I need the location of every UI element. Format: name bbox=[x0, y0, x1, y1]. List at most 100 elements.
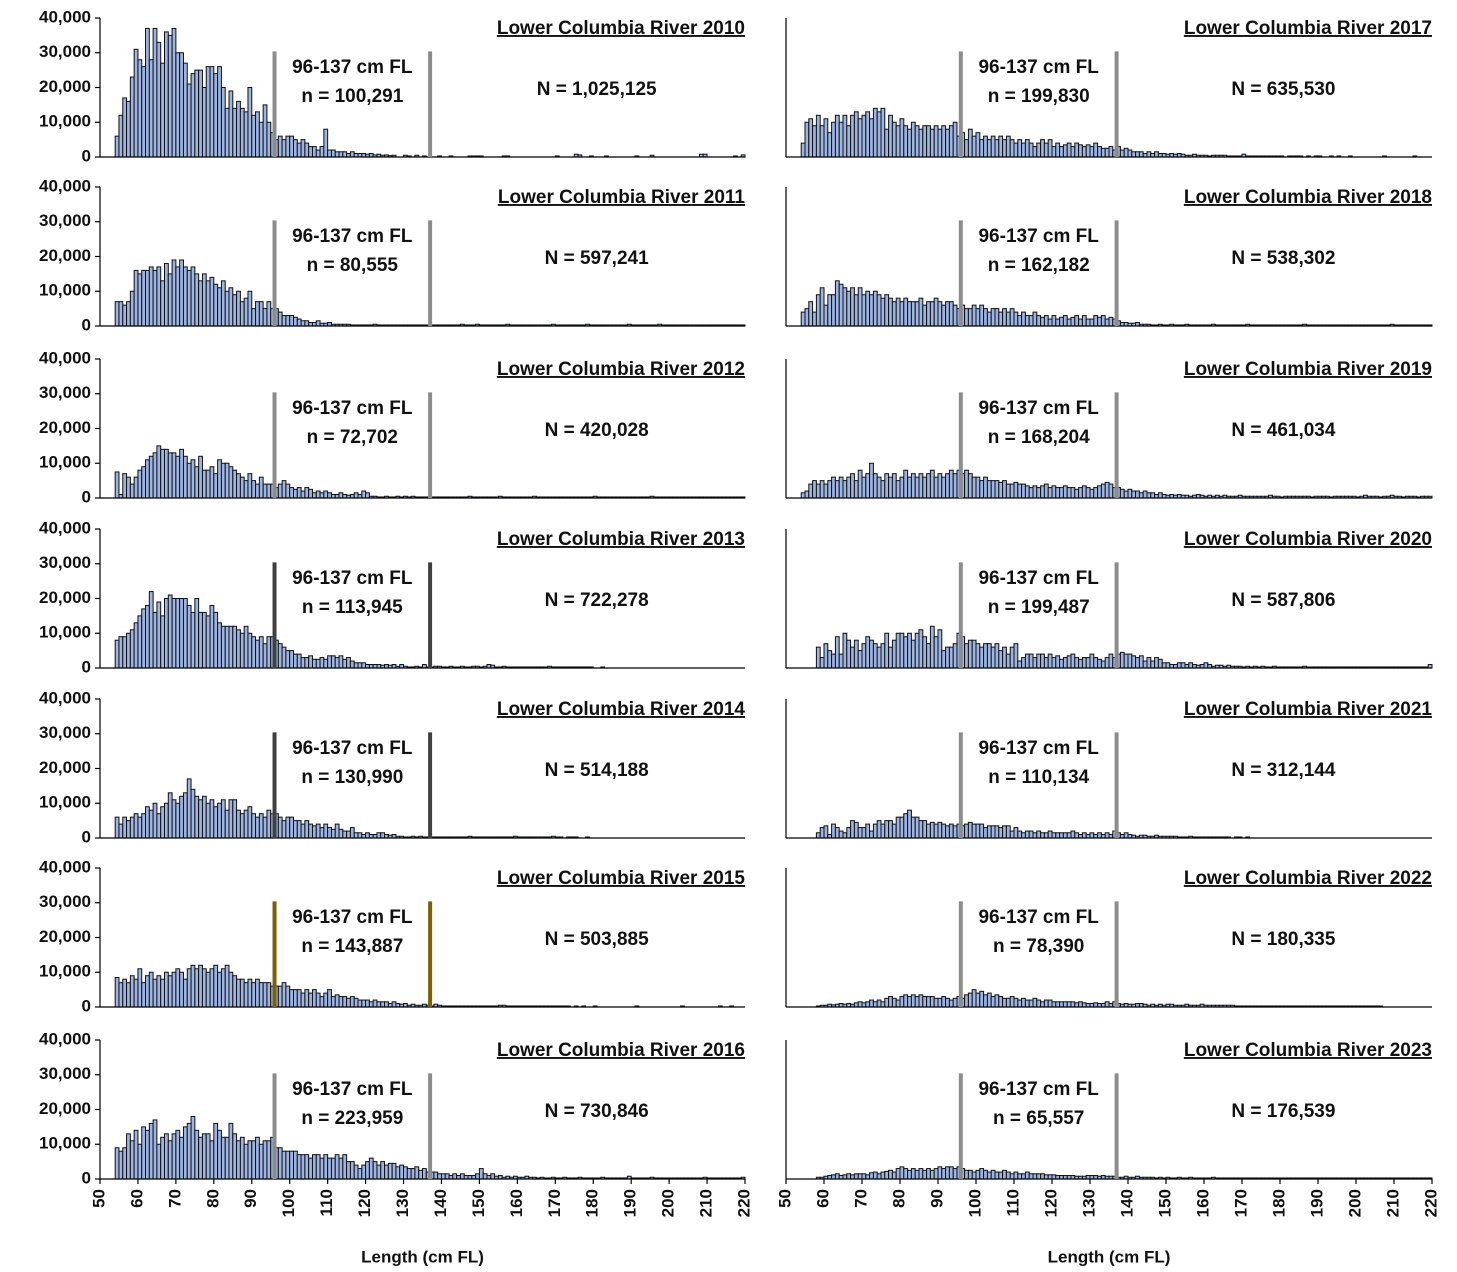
bar bbox=[167, 594, 173, 669]
bar bbox=[194, 466, 200, 499]
bar bbox=[133, 1129, 139, 1180]
bar bbox=[251, 480, 257, 499]
bar bbox=[907, 632, 912, 669]
panel-title: Lower Columbia River 2016 bbox=[497, 1040, 745, 1061]
bar bbox=[247, 87, 253, 158]
bar bbox=[380, 1001, 386, 1008]
bar bbox=[349, 1161, 355, 1180]
x-tick-label: 90 bbox=[241, 1189, 260, 1208]
bar bbox=[122, 304, 128, 327]
bar bbox=[251, 308, 257, 327]
bar bbox=[190, 1115, 196, 1180]
bar bbox=[918, 473, 924, 499]
bar bbox=[853, 1002, 859, 1008]
bar bbox=[266, 1140, 272, 1180]
bar bbox=[1005, 997, 1011, 1008]
bar bbox=[804, 490, 810, 499]
bar bbox=[1059, 146, 1064, 158]
bar bbox=[1040, 832, 1045, 839]
bar bbox=[258, 813, 264, 839]
bar bbox=[338, 151, 344, 158]
bar bbox=[1104, 657, 1110, 669]
bar bbox=[122, 816, 128, 839]
bar bbox=[1108, 483, 1114, 499]
bar bbox=[395, 1166, 401, 1180]
range-label: 96-137 cm FL bbox=[978, 738, 1099, 759]
panel-title: Lower Columbia River 2010 bbox=[497, 18, 745, 39]
bar bbox=[353, 832, 359, 839]
bar bbox=[198, 455, 203, 499]
total-label: N = 420,028 bbox=[545, 420, 649, 441]
bar bbox=[1002, 308, 1007, 327]
bar bbox=[220, 280, 226, 327]
bar bbox=[1036, 142, 1042, 158]
bar bbox=[998, 650, 1004, 669]
bar bbox=[182, 598, 188, 669]
bar bbox=[1036, 653, 1042, 669]
bar bbox=[876, 999, 882, 1008]
bar bbox=[800, 142, 806, 158]
bar bbox=[1070, 146, 1076, 158]
x-tick-label: 50 bbox=[89, 1189, 108, 1208]
bar bbox=[964, 643, 969, 669]
bar bbox=[1123, 653, 1129, 669]
bar bbox=[194, 273, 200, 327]
bar bbox=[160, 1136, 166, 1180]
bar bbox=[1024, 999, 1030, 1008]
y-tick-label: 0 bbox=[82, 827, 91, 846]
bar bbox=[459, 1173, 465, 1180]
bar bbox=[232, 625, 238, 669]
bar bbox=[391, 1162, 397, 1180]
bar bbox=[1043, 657, 1049, 669]
bar bbox=[247, 290, 253, 327]
y-tick-label: 0 bbox=[82, 1168, 91, 1187]
bar bbox=[281, 646, 287, 669]
bar bbox=[933, 297, 939, 327]
bar bbox=[145, 27, 150, 158]
bar bbox=[1070, 316, 1076, 327]
bar bbox=[293, 316, 298, 327]
bar bbox=[220, 87, 226, 158]
bar bbox=[247, 632, 253, 669]
bar bbox=[236, 978, 241, 1008]
bar bbox=[114, 1147, 120, 1180]
bar bbox=[179, 52, 184, 158]
bar bbox=[1017, 315, 1023, 327]
bar bbox=[133, 978, 139, 1008]
bar bbox=[800, 311, 806, 327]
bar bbox=[857, 1173, 863, 1180]
bar bbox=[353, 1164, 359, 1180]
bar bbox=[945, 473, 950, 499]
bar bbox=[167, 452, 173, 499]
bar bbox=[228, 90, 234, 158]
bar bbox=[228, 971, 234, 1008]
bar bbox=[289, 989, 294, 1008]
bar bbox=[952, 304, 958, 327]
bar bbox=[262, 104, 268, 158]
bar bbox=[182, 455, 188, 499]
bar bbox=[971, 823, 977, 839]
bar bbox=[910, 121, 916, 158]
bar bbox=[850, 114, 855, 158]
bar bbox=[262, 816, 268, 839]
bar bbox=[1051, 146, 1057, 158]
bar bbox=[1051, 1001, 1057, 1008]
bar bbox=[853, 639, 859, 669]
bar bbox=[1009, 483, 1015, 499]
bar bbox=[308, 1157, 313, 1180]
bar bbox=[937, 997, 943, 1008]
bar bbox=[198, 964, 203, 1008]
bar bbox=[365, 999, 370, 1008]
bar bbox=[1009, 1173, 1015, 1180]
bar bbox=[1150, 660, 1156, 669]
bar bbox=[884, 632, 890, 669]
bar bbox=[979, 304, 985, 327]
bar bbox=[922, 304, 928, 327]
x-tick-label: 60 bbox=[813, 1189, 832, 1208]
panel-title: Lower Columbia River 2015 bbox=[497, 868, 746, 889]
bar bbox=[357, 832, 363, 839]
subset-label: n = 78,390 bbox=[993, 936, 1084, 957]
bar bbox=[880, 643, 886, 669]
y-tick-label: 20,000 bbox=[39, 77, 91, 96]
bar bbox=[293, 989, 298, 1008]
